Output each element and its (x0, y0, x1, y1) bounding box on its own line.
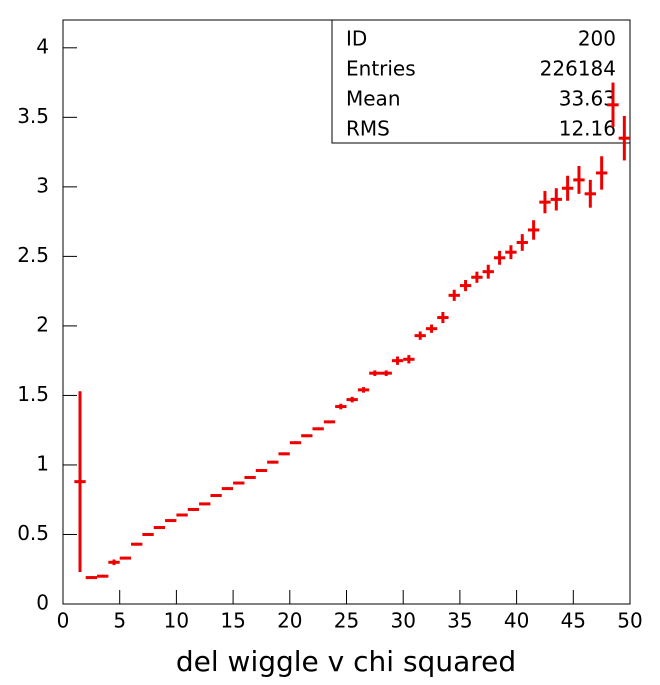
stats-box (331, 19, 631, 144)
x-tick-label: 20 (277, 609, 302, 633)
y-tick-label: 2 (36, 312, 49, 336)
y-tick-label: 0.5 (17, 521, 49, 545)
y-tick-label: 3 (36, 173, 49, 197)
x-tick-label: 5 (113, 609, 126, 633)
x-tick-label: 0 (57, 609, 70, 633)
y-tick-label: 4 (36, 34, 49, 58)
y-tick-label: 3.5 (17, 104, 49, 128)
y-tick-label: 1.5 (17, 382, 49, 406)
x-tick-label: 45 (561, 609, 586, 633)
stats-label: Mean (346, 87, 401, 111)
x-tick-label: 35 (447, 609, 472, 633)
stats-value: 200 (578, 27, 616, 51)
x-tick-label: 50 (617, 609, 642, 633)
x-tick-label: 25 (334, 609, 359, 633)
y-tick-label: 2.5 (17, 243, 49, 267)
stats-label: Entries (346, 57, 416, 81)
x-tick-label: 15 (220, 609, 245, 633)
x-tick-label: 10 (164, 609, 189, 633)
y-tick-label: 1 (36, 451, 49, 475)
stats-label: RMS (346, 117, 390, 141)
y-tick-label: 0 (36, 591, 49, 615)
stats-value: 12.16 (559, 117, 616, 141)
stats-value: 33.63 (559, 87, 616, 111)
x-tick-label: 40 (504, 609, 529, 633)
stats-value: 226184 (540, 57, 616, 81)
x-axis-label: del wiggle v chi squared (176, 645, 516, 678)
stats-label: ID (346, 27, 367, 51)
x-tick-label: 30 (390, 609, 415, 633)
